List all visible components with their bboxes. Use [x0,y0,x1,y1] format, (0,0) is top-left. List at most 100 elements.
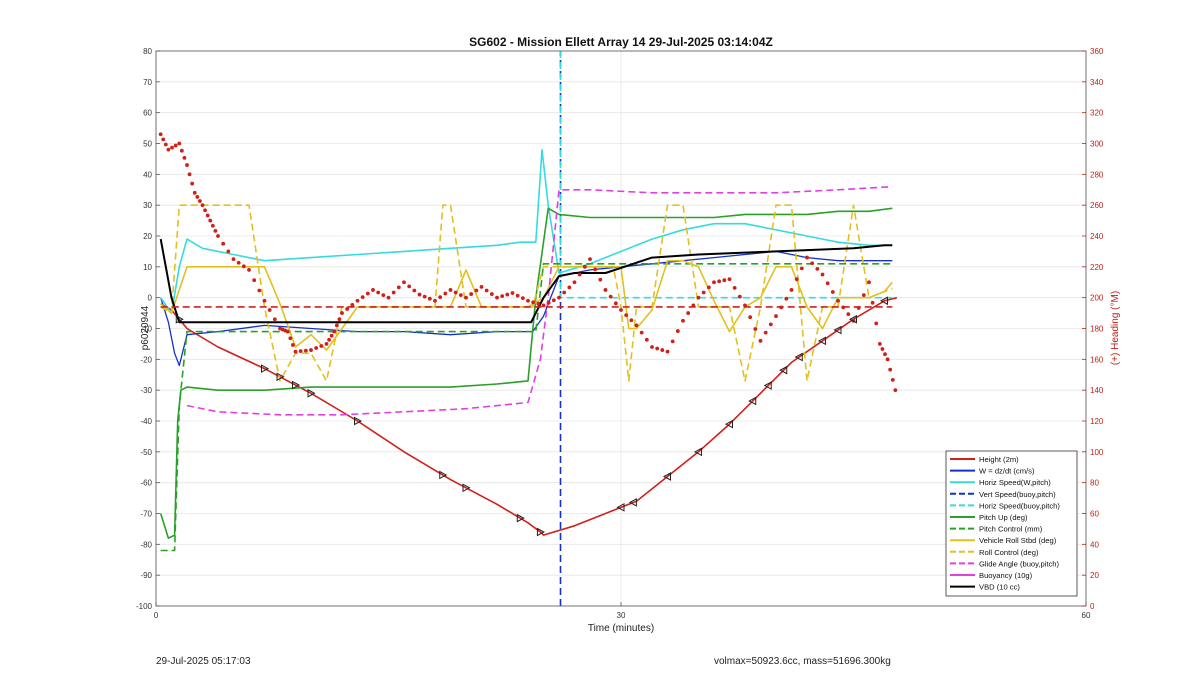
y-tick-label: -50 [140,448,152,457]
heading-point [820,272,825,277]
heading-point [360,295,365,300]
heading-point [402,280,406,285]
y-tick-label: -90 [140,571,152,580]
y2-tick-label: 0 [1090,602,1095,611]
heading-point [337,317,342,322]
heading-point [846,312,851,317]
x-tick-label: 60 [1082,611,1091,620]
axes: 80706050403020100-10-20-30-40-50-60-70-8… [136,47,1104,620]
heading-point [203,208,207,213]
heading-point [252,278,257,283]
series-line-8 [160,204,893,382]
y-tick-label: 50 [143,140,152,149]
series-line-9 [186,185,893,416]
heading-point [371,288,375,292]
heading-point [551,298,556,303]
heading-point [170,145,174,150]
heading-point [510,291,515,295]
heading-point [799,266,804,271]
direction-marker [724,419,733,429]
heading-point [867,280,871,285]
direction-marker [779,365,788,375]
heading-point [763,330,768,335]
y-axis-label: p6020944 [140,305,151,350]
heading-point [505,292,510,297]
y2-tick-label: 280 [1090,170,1104,179]
heading-point [655,346,660,351]
heading-point [469,292,474,296]
heading-point [681,318,685,323]
heading-point [650,345,654,349]
y-tick-label: -10 [140,325,152,334]
heading-point [241,264,246,269]
heading-point [200,203,205,208]
x-tick-label: 30 [617,611,626,620]
heading-point [515,293,520,298]
y2-tick-label: 140 [1090,386,1104,395]
direction-marker [516,513,525,523]
y2-tick-label: 320 [1090,109,1104,118]
heading-point [464,295,468,300]
heading-point [670,339,675,344]
heading-point [779,305,784,310]
series-layer [158,51,898,606]
y-tick-label: -80 [140,540,152,549]
y2-tick-label: 300 [1090,140,1104,149]
heading-point [365,291,370,296]
heading-point [163,142,168,147]
heading-point [717,279,722,284]
heading-point [161,137,166,142]
series-line-4 [559,51,893,299]
series-heading-dots [158,132,898,393]
heading-point [675,329,680,333]
heading-point [696,295,701,300]
direction-marker [616,502,625,512]
heading-point [768,322,773,327]
legend-label: Horiz Speed(W,pitch) [979,478,1051,487]
heading-point [298,349,303,354]
heading-point [221,241,226,246]
heading-point [182,155,187,160]
heading-point [350,302,355,307]
heading-point [557,295,561,300]
heading-point [686,311,691,315]
heading-point [885,357,890,362]
heading-point [794,277,799,282]
heading-point [293,349,298,354]
series-line-5 [159,207,893,540]
direction-marker [261,364,270,373]
heading-point [216,234,220,238]
y-tick-label: -100 [136,602,153,611]
y2-tick-label: 20 [1090,571,1099,580]
x-tick-label: 0 [154,611,159,620]
y-tick-label: 30 [143,201,152,210]
direction-marker [833,325,842,335]
direction-marker [307,388,316,398]
heading-point [634,323,639,328]
heading-point [805,255,809,260]
heading-point [319,344,324,348]
heading-point [500,294,505,299]
heading-point [815,266,820,271]
y2-tick-label: 260 [1090,201,1104,210]
heading-point [226,249,231,254]
heading-point [743,303,747,308]
heading-point [433,298,437,303]
y-tick-label: -60 [140,479,152,488]
direction-marker [879,296,888,306]
heading-point [624,313,629,318]
y2-tick-label: 340 [1090,78,1104,87]
heading-point [531,300,536,305]
heading-point [536,301,541,306]
heading-point [453,290,458,295]
heading-point [329,333,334,338]
heading-point [706,285,711,290]
heading-point [438,295,443,300]
heading-point [810,261,815,266]
heading-point [272,317,277,322]
heading-point [619,308,623,312]
heading-point [324,342,329,346]
y-tick-label: 10 [143,263,152,272]
heading-point [236,260,241,265]
heading-point [758,338,763,343]
